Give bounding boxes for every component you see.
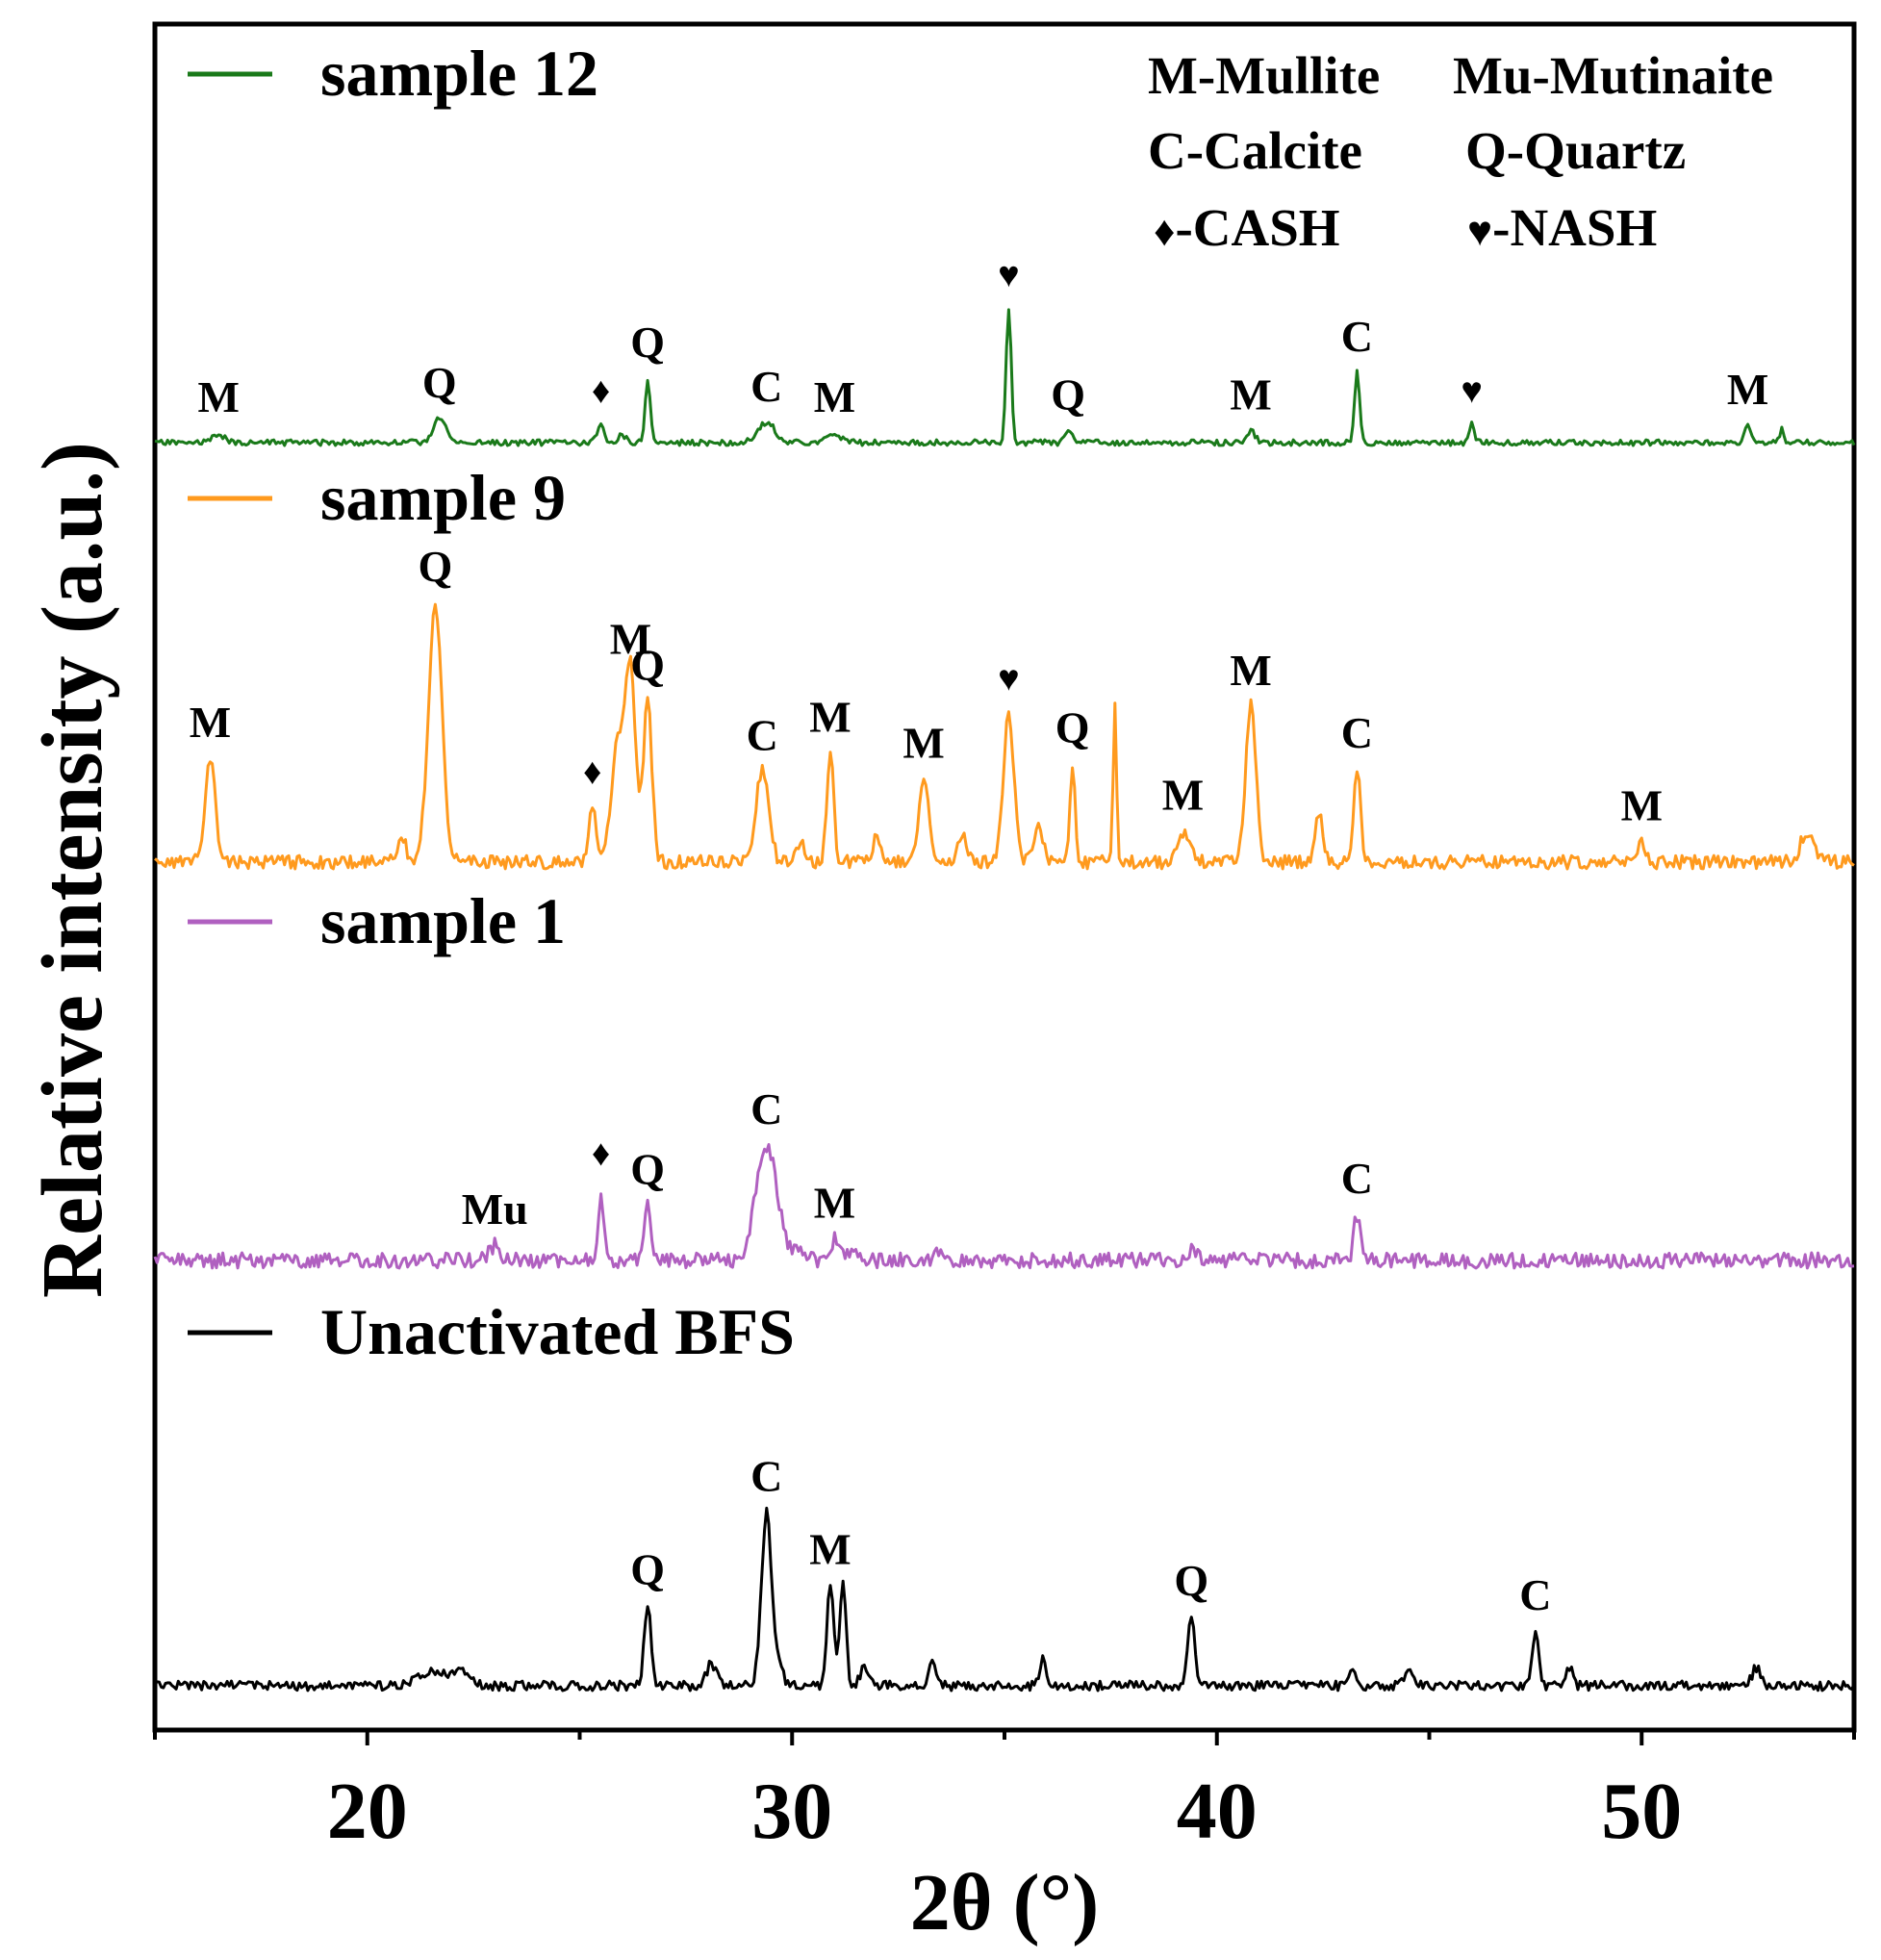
peak-label-sample-1-1: ♦ [592, 1133, 610, 1174]
phase-key-item-0: M-Mullite [1148, 46, 1380, 105]
legend-label-sample-9: sample 9 [320, 461, 566, 534]
legend: sample 12 sample 9 sample 1 Unactivated BFS [188, 37, 795, 1368]
peak-label-sample-12-9: M [1230, 369, 1271, 419]
phase-key-text-5: -NASH [1492, 198, 1657, 257]
peak-label-sample-12-12: M [1727, 365, 1768, 414]
phase-key-item-3: Q-Quartz [1465, 121, 1686, 180]
peak-label-sample-9-11: M [902, 719, 944, 768]
peak-label-sample-9-9: M [809, 693, 851, 742]
peak-label-sample-1-0: Mu [462, 1184, 528, 1234]
legend-label-unactivated-bfs: Unactivated BFS [320, 1295, 795, 1368]
peak-label-sample-9-5: M [610, 615, 651, 664]
trace-sample-9 [154, 602, 1855, 871]
peak-label-sample-9-20: C [1341, 708, 1373, 757]
x-tick-label-50: 50 [1601, 1767, 1682, 1856]
legend-label-sample-1: sample 1 [320, 884, 566, 957]
peak-label-unactivated-bfs-4: C [750, 1452, 782, 1501]
peak-label-sample-9-0: M [190, 698, 231, 747]
y-axis-title: Relative intensity (a.u.) [25, 442, 120, 1298]
peak-label-sample-9-3: ♦ [583, 752, 601, 793]
phase-key-item-1: Mu-Mutinaite [1453, 46, 1773, 105]
peak-label-sample-1-9: C [1341, 1154, 1373, 1203]
x-tick-label-30: 30 [751, 1767, 832, 1856]
x-axis: 20 30 40 50 [153, 1730, 1856, 1856]
peak-label-sample-9-18: M [1230, 646, 1271, 695]
trace-sample-12 [154, 308, 1856, 447]
x-axis-title: 2θ (°) [910, 1858, 1099, 1947]
x-tick-label-40: 40 [1177, 1767, 1258, 1856]
peak-label-sample-9-17: M [1162, 771, 1204, 820]
peak-label-sample-1-3: C [750, 1084, 782, 1133]
peak-label-sample-12-6: M [814, 372, 855, 421]
trace-unactivated-bfs [154, 1506, 1856, 1693]
phase-key-item-5: ♥-NASH [1467, 198, 1657, 257]
peak-label-sample-12-4: Q [630, 318, 665, 367]
peak-label-sample-12-5: C [750, 362, 782, 411]
peak-label-sample-12-8: Q [1051, 369, 1085, 419]
peak-label-sample-9-15: Q [1055, 702, 1090, 751]
peak-label-sample-12-7: ♥ [998, 255, 1020, 295]
peak-label-sample-9-21: M [1621, 780, 1663, 829]
peak-label-sample-12-2: ♦ [592, 370, 610, 411]
phase-key-item-4: ♦-CASH [1154, 198, 1340, 257]
peak-label-sample-9-7: C [747, 711, 778, 760]
phase-key-text-4: -CASH [1175, 198, 1339, 257]
peak-label-sample-9-13: ♥ [998, 658, 1020, 699]
phase-key-symbol-4: ♦ [1154, 208, 1175, 255]
peak-label-sample-9-6: Q [630, 641, 665, 690]
peak-label-unactivated-bfs-6: M [809, 1525, 851, 1574]
peak-label-unactivated-bfs-11: Q [1174, 1556, 1208, 1605]
trace-sample-1 [153, 1143, 1855, 1270]
peak-label-sample-12-0: M [197, 372, 239, 421]
peak-label-sample-1-2: Q [630, 1144, 665, 1193]
peak-label-sample-12-11: ♥ [1461, 370, 1483, 411]
peak-label-sample-12-1: Q [422, 358, 457, 407]
phase-key-symbol-5: ♥ [1467, 208, 1492, 255]
peak-label-unactivated-bfs-14: C [1519, 1570, 1551, 1619]
peak-label-sample-9-2: Q [419, 542, 453, 591]
x-tick-label-20: 20 [327, 1767, 408, 1856]
phase-key-item-2: C-Calcite [1148, 121, 1362, 180]
legend-label-sample-12: sample 12 [320, 37, 598, 110]
peak-label-unactivated-bfs-2: Q [630, 1544, 665, 1593]
peak-label-sample-12-10: C [1341, 312, 1373, 361]
peak-label-sample-1-5: M [814, 1179, 855, 1228]
traces [153, 308, 1856, 1693]
